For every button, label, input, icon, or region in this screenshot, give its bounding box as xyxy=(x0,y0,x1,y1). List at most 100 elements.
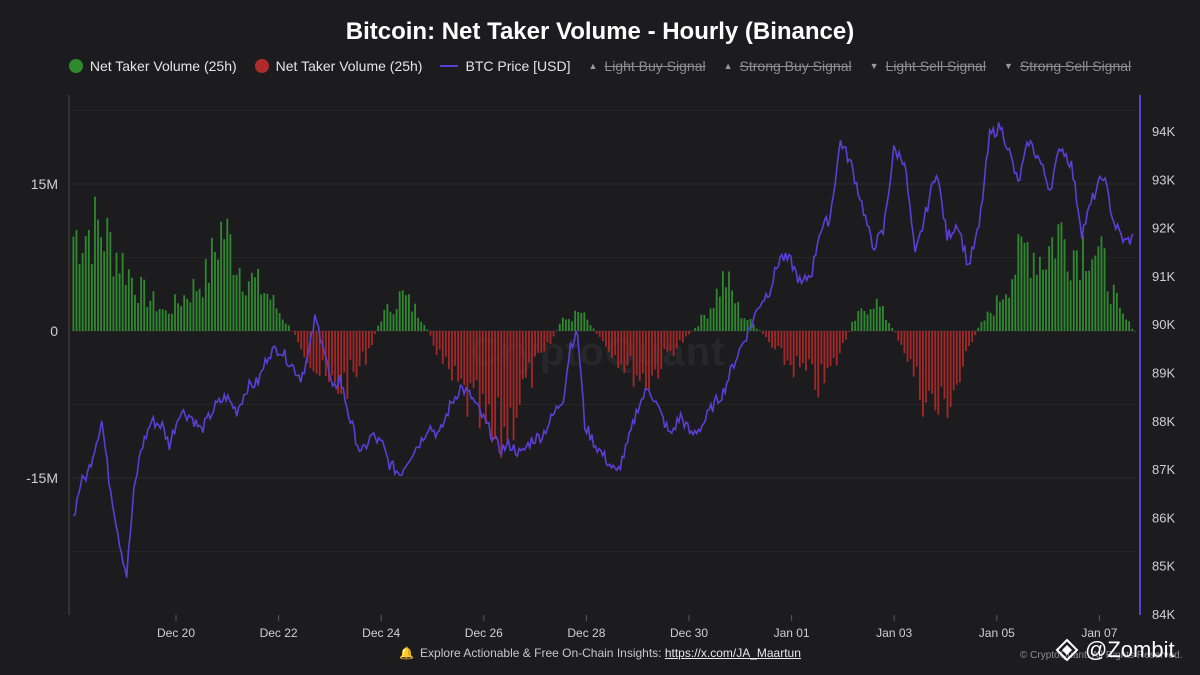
bar-negative xyxy=(645,331,647,390)
bar-negative xyxy=(660,331,663,369)
bar-positive xyxy=(746,320,749,331)
bar-positive xyxy=(589,325,592,331)
bar-negative xyxy=(463,331,466,386)
bar-positive xyxy=(389,311,392,331)
bar-negative xyxy=(789,331,792,366)
bar-positive xyxy=(1115,292,1118,331)
right-tick-label: 85K xyxy=(1152,559,1175,574)
bar-negative xyxy=(475,331,478,381)
bar-negative xyxy=(900,331,903,345)
bar-positive xyxy=(885,319,887,331)
bar-negative xyxy=(595,331,598,334)
bar-positive xyxy=(170,313,173,331)
bar-negative xyxy=(835,331,838,366)
bar-negative xyxy=(546,331,549,343)
bar-positive xyxy=(100,237,103,331)
bar-negative xyxy=(598,331,601,337)
footer-text: Explore Actionable & Free On-Chain Insig… xyxy=(420,646,665,660)
bar-positive xyxy=(161,309,164,331)
legend-item-strong-buy-signal[interactable]: ▲ Strong Buy Signal xyxy=(724,58,852,74)
bar-positive xyxy=(1038,256,1041,331)
bar-positive xyxy=(1020,236,1023,331)
bar-positive xyxy=(72,236,75,331)
bar-negative xyxy=(604,331,607,347)
legend-item-light-sell-signal[interactable]: ▼ Light Sell Signal xyxy=(870,58,986,74)
bar-positive xyxy=(260,294,263,331)
bar-positive xyxy=(84,236,87,331)
bar-negative xyxy=(315,331,318,374)
bar-positive xyxy=(1134,331,1137,332)
bar-negative xyxy=(309,331,312,369)
legend-item-light-buy-signal[interactable]: ▲ Light Buy Signal xyxy=(589,58,706,74)
bar-negative xyxy=(549,331,552,345)
bar-negative xyxy=(765,331,767,338)
bar-negative xyxy=(524,331,527,378)
bar-positive xyxy=(1026,242,1029,331)
legend-item-btc-price[interactable]: BTC Price [USD] xyxy=(440,58,571,74)
bar-positive xyxy=(1119,307,1121,331)
bar-positive xyxy=(1032,252,1035,331)
bar-negative xyxy=(349,331,352,360)
bar-positive xyxy=(103,251,106,331)
bar-positive xyxy=(1008,297,1011,331)
bar-negative xyxy=(537,331,540,353)
bar-negative xyxy=(669,331,672,352)
legend-item-net-taker-negative[interactable]: Net Taker Volume (25h) xyxy=(254,58,422,74)
bar-positive xyxy=(740,318,743,331)
bar-negative xyxy=(946,331,949,419)
bar-negative xyxy=(364,331,367,365)
bar-negative xyxy=(651,331,653,376)
right-tick-label: 92K xyxy=(1152,221,1175,236)
footer-link[interactable]: https://x.com/JA_Maartun xyxy=(664,646,801,660)
legend-item-net-taker-positive[interactable]: Net Taker Volume (25h) xyxy=(68,58,237,74)
bar-positive xyxy=(386,304,389,331)
bar-positive xyxy=(118,273,121,331)
bar-negative xyxy=(324,331,327,377)
bar-positive xyxy=(1054,258,1057,331)
bell-icon: 🔔 xyxy=(399,646,415,660)
bar-negative xyxy=(955,331,958,385)
grid-lines xyxy=(72,110,1136,552)
bar-positive xyxy=(561,317,564,331)
legend-item-strong-sell-signal[interactable]: ▼ Strong Sell Signal xyxy=(1004,58,1131,74)
right-tick-label: 86K xyxy=(1152,510,1175,525)
bar-negative xyxy=(469,331,472,384)
bar-negative xyxy=(768,331,770,343)
x-tick-label: Dec 24 xyxy=(362,626,400,640)
bar-positive xyxy=(1100,236,1103,331)
bar-negative xyxy=(931,331,934,394)
bar-positive xyxy=(124,285,127,331)
bar-negative xyxy=(478,331,481,429)
bar-negative xyxy=(685,331,687,337)
bar-negative xyxy=(777,331,780,346)
bar-positive xyxy=(281,319,284,331)
bar-positive xyxy=(977,327,980,331)
bar-positive xyxy=(1085,271,1087,331)
bar-positive xyxy=(888,323,890,331)
bar-negative xyxy=(629,331,632,357)
bar-negative xyxy=(614,331,617,356)
bar-negative xyxy=(611,331,613,358)
bar-positive xyxy=(214,251,216,331)
line-swatch-icon xyxy=(440,65,459,67)
bar-negative xyxy=(817,331,820,398)
bar-negative xyxy=(534,331,536,357)
bar-positive xyxy=(183,295,186,331)
left-tick-label: -15M xyxy=(26,470,58,486)
bar-positive xyxy=(186,298,189,331)
bar-negative xyxy=(663,331,666,349)
bar-positive xyxy=(408,294,410,331)
bar-positive xyxy=(875,298,878,331)
bar-positive xyxy=(155,311,158,331)
bar-positive xyxy=(1045,269,1047,331)
bar-positive xyxy=(992,315,995,331)
bar-negative xyxy=(300,331,303,350)
bar-positive xyxy=(140,276,143,331)
bar-negative xyxy=(761,331,764,334)
bar-positive xyxy=(167,313,170,331)
footer: 🔔 Explore Actionable & Free On-Chain Insi… xyxy=(0,646,1200,660)
bar-positive xyxy=(749,319,752,331)
bar-negative xyxy=(832,331,835,358)
bar-positive xyxy=(121,252,124,331)
